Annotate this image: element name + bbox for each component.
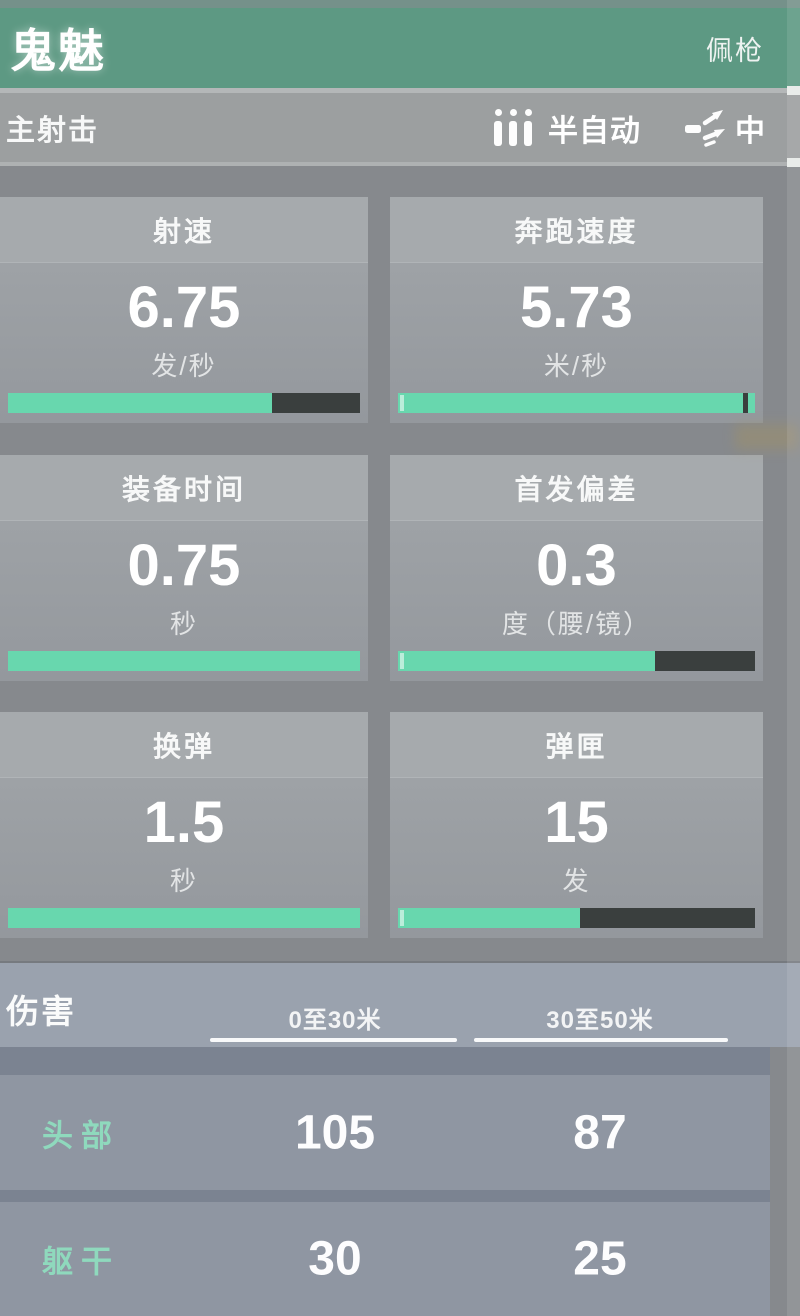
scroll-indicator-dash	[787, 158, 800, 167]
stat-card-first-shot-deviation: 首发偏差 0.3 度（腰/镜）	[390, 455, 763, 681]
stat-card-sprint-speed: 奔跑速度 5.73 米/秒	[390, 197, 763, 423]
damage-value-near: 105	[294, 1106, 376, 1159]
semi-auto-fire-mode-icon	[494, 109, 532, 146]
stat-unit: 米/秒	[543, 351, 610, 381]
mode-bar-divider	[0, 162, 800, 166]
damage-range-column-1: 0至30米	[288, 1007, 382, 1034]
stat-value: 0.75	[127, 533, 241, 598]
recoil-spread-icon	[685, 109, 725, 147]
stat-progress-bar	[8, 393, 360, 413]
stat-unit: 度（腰/镜）	[501, 609, 652, 639]
stat-label: 换弹	[152, 730, 215, 762]
body-part-label: 躯干	[42, 1244, 120, 1280]
stat-label: 弹匣	[545, 730, 608, 762]
adjacent-panel-edge	[787, 0, 800, 1316]
stat-progress-bar	[398, 651, 755, 671]
fire-section-label: 主射击	[6, 114, 100, 147]
scroll-indicator-dash	[787, 86, 800, 95]
stat-progress-bar	[8, 908, 360, 928]
column-underline	[210, 1038, 457, 1042]
stat-value: 15	[544, 790, 609, 855]
stat-card-equip-time: 装备时间 0.75 秒	[0, 455, 368, 681]
damage-header-band: 伤害 0至30米 30至50米	[0, 963, 800, 1047]
damage-row-torso: 躯干 30 25	[0, 1202, 770, 1316]
stat-card-reload: 换弹 1.5 秒	[0, 712, 368, 938]
stat-value: 0.3	[536, 533, 617, 598]
recoil-level-label: 中	[735, 114, 766, 148]
stat-unit: 发/秒	[151, 351, 217, 381]
stat-label: 装备时间	[121, 473, 246, 505]
damage-value-far: 87	[573, 1106, 627, 1159]
fire-mode-bar: 主射击 半自动 中	[0, 93, 800, 162]
stat-unit: 秒	[169, 866, 198, 896]
fire-mode-label: 半自动	[548, 114, 641, 148]
stat-label: 射速	[152, 215, 215, 247]
stat-progress-bar	[8, 651, 360, 671]
damage-table: 头部 105 87 躯干 30 25	[0, 1047, 770, 1316]
stat-value: 5.73	[520, 275, 633, 340]
weapon-class-badge: 佩枪	[706, 35, 764, 66]
stat-label: 奔跑速度	[514, 215, 639, 247]
body-part-label: 头部	[42, 1118, 120, 1153]
damage-value-far: 25	[573, 1232, 627, 1286]
stat-progress-bar	[398, 908, 755, 928]
damage-title: 伤害	[6, 993, 76, 1030]
weapon-header: 鬼魅 佩枪	[0, 8, 800, 88]
stat-label: 首发偏差	[514, 473, 639, 505]
column-underline	[474, 1038, 728, 1042]
stat-unit: 秒	[169, 609, 198, 639]
stat-card-fire-rate: 射速 6.75 发/秒	[0, 197, 368, 423]
weapon-name: 鬼魅	[10, 25, 106, 77]
stat-unit: 发	[562, 866, 591, 896]
stat-progress-bar	[398, 393, 755, 413]
stat-value: 6.75	[127, 275, 241, 340]
fire-mode-group: 半自动 中	[494, 105, 766, 151]
stat-value: 1.5	[143, 790, 225, 855]
stat-card-magazine: 弹匣 15 发	[390, 712, 763, 938]
damage-value-near: 30	[308, 1232, 362, 1286]
screen-artifact	[735, 424, 799, 450]
damage-section-divider	[0, 961, 800, 963]
damage-row-head: 头部 105 87	[0, 1075, 770, 1190]
top-edge-strip	[0, 0, 800, 8]
header-divider	[0, 88, 800, 93]
damage-range-column-2: 30至50米	[546, 1007, 654, 1034]
